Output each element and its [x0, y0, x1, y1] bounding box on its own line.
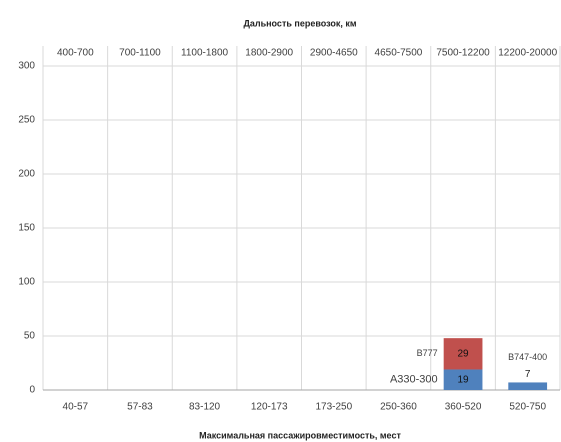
- y-tick-label: 50: [24, 331, 36, 342]
- top-tick-label: 700-1100: [119, 48, 161, 59]
- point-label: B747-400: [508, 352, 547, 362]
- x-tick-label: 520-750: [509, 402, 546, 413]
- x-tick-label: 250-360: [380, 402, 417, 413]
- bar-segment: [508, 382, 548, 390]
- y-tick-label: 100: [18, 277, 35, 288]
- top-tick-label: 400-700: [57, 48, 94, 59]
- x-axis-title: Максимальная пассажировместимость, мест: [199, 430, 401, 440]
- top-tick-label: 1100-1800: [181, 48, 229, 59]
- y-tick-label: 150: [18, 223, 35, 234]
- y-tick-label: 0: [29, 385, 35, 396]
- top-tick-label: 1800-2900: [245, 48, 293, 59]
- x-tick-label: 173-250: [315, 402, 352, 413]
- x-tick-label: 40-57: [63, 402, 89, 413]
- point-label: A330-300: [390, 374, 438, 386]
- value-label: 7: [525, 369, 531, 380]
- top-tick-label: 2900-4650: [310, 48, 358, 59]
- x-tick-label: 120-173: [251, 402, 288, 413]
- x-tick-label: 57-83: [127, 402, 153, 413]
- x-tick-label: 83-120: [189, 402, 221, 413]
- y-tick-label: 200: [18, 169, 35, 180]
- bar-segment: [443, 338, 483, 370]
- chart-title: Дальность перевозок, км: [243, 18, 356, 28]
- value-label: 29: [458, 348, 470, 359]
- x-tick-label: 360-520: [445, 402, 482, 413]
- point-label: B777: [417, 348, 438, 358]
- top-tick-label: 12200-20000: [498, 48, 557, 59]
- top-tick-label: 7500-12200: [436, 48, 490, 59]
- value-label: 19: [458, 374, 470, 385]
- y-tick-label: 250: [18, 115, 35, 126]
- top-tick-label: 4650-7500: [375, 48, 423, 59]
- y-tick-label: 300: [18, 61, 35, 72]
- bar-segment: [443, 369, 483, 390]
